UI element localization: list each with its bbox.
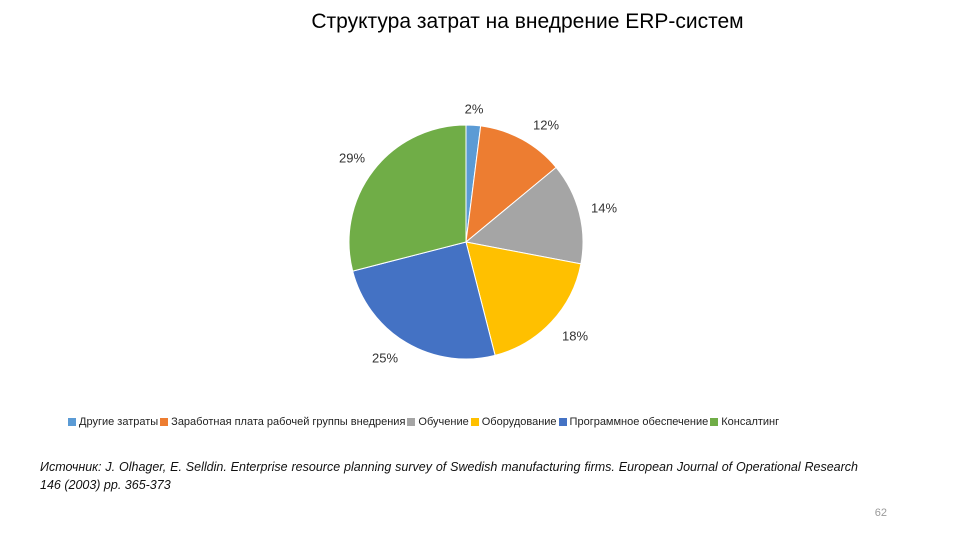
legend-item-6: Консалтинг [710,416,779,428]
legend-swatch-5 [558,418,567,426]
legend-item-5: Программное обеспечение [558,416,709,428]
legend-label-1: Другие затраты [79,416,159,428]
data-label-1: 2% [465,101,484,116]
data-label-3: 14% [591,200,617,215]
chart-legend: Другие затраты Заработная плата рабочей г… [68,416,781,428]
pie-slice-2 [465,125,557,244]
legend-swatch-2 [160,418,169,426]
legend-item-1: Другие затраты [68,416,158,428]
pie-slice-3 [464,166,584,265]
legend-swatch-1 [68,418,76,426]
legend-swatch-3 [407,418,416,426]
legend-label-5: Программное обеспечение [569,416,709,428]
pie-slice-5 [352,241,496,360]
data-label-6: 29% [339,150,365,165]
pie-slice-4 [465,241,582,356]
legend-item-4: Оборудование [470,416,557,428]
chart-title: Структура затрат на внедрение ERP-систем [311,10,744,33]
data-label-5: 25% [372,350,398,365]
pie-slice-6 [348,124,467,272]
legend-item-3: Обучение [407,416,469,428]
legend-swatch-6 [710,418,719,426]
legend-label-2: Заработная плата рабочей группы внедрени… [171,416,406,428]
legend-swatch-4 [470,418,479,426]
data-label-2: 12% [533,117,559,132]
page-number: 62 [874,507,887,519]
data-label-4: 18% [562,328,588,343]
legend-label-3: Обучение [418,416,469,428]
legend-label-6: Консалтинг [721,416,780,428]
legend-label-4: Оборудование [481,416,557,428]
source-citation: Источник: J. Olhager, E. Selldin. Enterp… [40,460,858,492]
legend-item-2: Заработная плата рабочей группы внедрени… [160,416,405,428]
